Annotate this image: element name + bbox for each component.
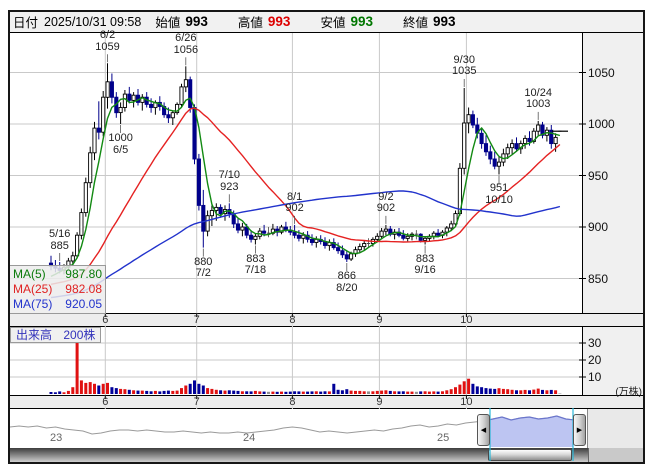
right-arrow-icon: ▶	[576, 427, 583, 434]
navigator-right-filler	[588, 409, 644, 448]
horizontal-scrollbar-track[interactable]	[8, 448, 644, 462]
ma5-legend-row: MA(5) 987.80	[13, 267, 102, 282]
ma25-label: MA(25)	[13, 282, 53, 296]
volume-legend-box: 出来高 200株	[10, 327, 102, 343]
ma25-legend-row: MA(25) 982.08	[13, 282, 102, 297]
left-arrow-icon: ◀	[480, 427, 487, 434]
month-strip-lower	[8, 395, 644, 409]
open-value: 993	[185, 14, 208, 29]
quote-header-bar: 日付 2025/10/31 09:58 始値 993 高値 993 安値 993…	[8, 10, 644, 33]
open-label: 始値	[155, 16, 181, 30]
ma25-value: 982.08	[65, 282, 102, 296]
volume-axis-strip	[583, 327, 644, 395]
high-label: 高値	[237, 16, 263, 30]
volume-label: 出来高	[16, 328, 53, 342]
month-strip-upper	[8, 313, 644, 327]
nav-handle-left[interactable]: ◀	[477, 414, 490, 446]
low-label: 安値	[320, 16, 346, 30]
volume-value: 200株	[63, 328, 96, 342]
low-value: 993	[350, 14, 373, 29]
volume-chart-pane[interactable]	[8, 327, 583, 395]
ma75-label: MA(75)	[13, 297, 53, 311]
close-label: 終値	[402, 16, 428, 30]
scrollbar-right-cap	[588, 448, 644, 462]
ma75-value: 920.05	[65, 297, 102, 311]
range-navigator-pane[interactable]	[8, 409, 588, 448]
ma75-legend-row: MA(75) 920.05	[13, 297, 102, 312]
price-axis-strip	[583, 33, 644, 313]
date-value: 2025/10/31 09:58	[44, 14, 142, 29]
date-label: 日付	[13, 16, 39, 30]
high-value: 993	[267, 14, 291, 29]
ma-legend-box: MA(5) 987.80 MA(25) 982.08 MA(75) 920.05	[9, 265, 106, 314]
scrollbar-thumb[interactable]	[488, 449, 572, 461]
close-value: 993	[433, 14, 456, 29]
ma5-label: MA(5)	[13, 267, 46, 281]
nav-handle-right[interactable]: ▶	[573, 414, 586, 446]
ma5-value: 987.80	[65, 267, 102, 281]
